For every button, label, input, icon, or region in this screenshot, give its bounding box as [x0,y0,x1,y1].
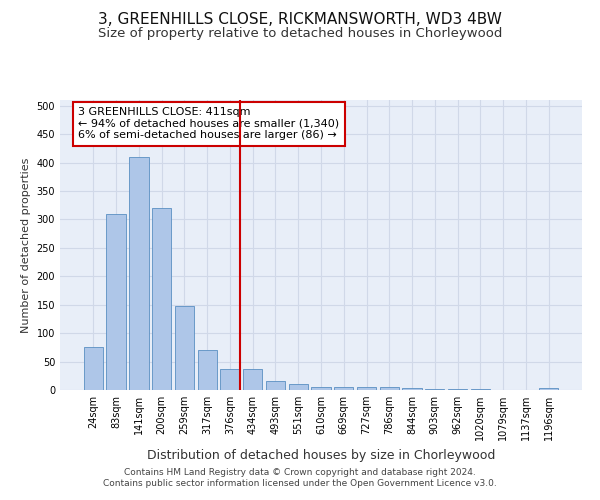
Bar [197,350,217,390]
Text: 3, GREENHILLS CLOSE, RICKMANSWORTH, WD3 4BW: 3, GREENHILLS CLOSE, RICKMANSWORTH, WD3 … [98,12,502,28]
Bar [380,387,399,390]
Bar [357,386,376,390]
Bar [175,306,194,390]
Text: Size of property relative to detached houses in Chorleywood: Size of property relative to detached ho… [98,28,502,40]
Bar [129,157,149,390]
Bar [84,348,103,390]
Bar [106,214,126,390]
Text: 3 GREENHILLS CLOSE: 411sqm
← 94% of detached houses are smaller (1,340)
6% of se: 3 GREENHILLS CLOSE: 411sqm ← 94% of deta… [78,108,340,140]
Bar [425,389,445,390]
Bar [152,208,172,390]
Text: Contains HM Land Registry data © Crown copyright and database right 2024.
Contai: Contains HM Land Registry data © Crown c… [103,468,497,487]
Bar [266,381,285,390]
X-axis label: Distribution of detached houses by size in Chorleywood: Distribution of detached houses by size … [147,448,495,462]
Bar [289,384,308,390]
Bar [403,388,422,390]
Bar [539,388,558,390]
Bar [220,369,239,390]
Bar [243,369,262,390]
Y-axis label: Number of detached properties: Number of detached properties [21,158,31,332]
Bar [334,386,353,390]
Bar [311,387,331,390]
